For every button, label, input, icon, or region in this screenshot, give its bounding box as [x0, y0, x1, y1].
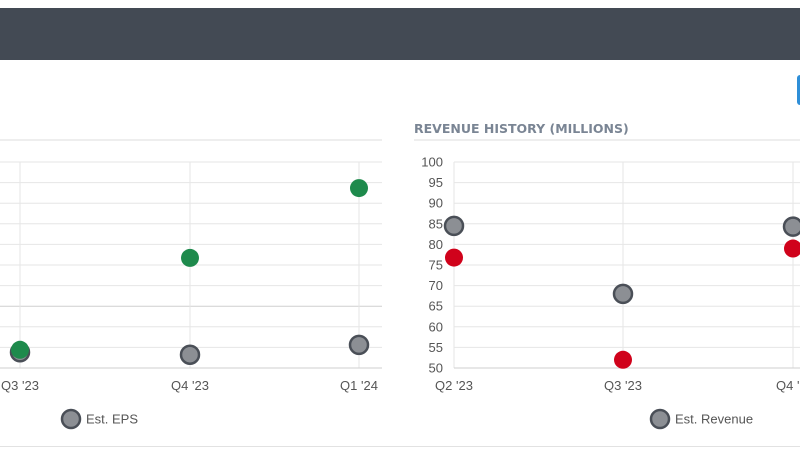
revenue-y-tick-label: 85 [429, 216, 443, 231]
revenue-legend[interactable]: Est. Revenue [649, 408, 753, 430]
revenue-x-ticks: Q2 '23 Q3 '23 Q4 ' [435, 378, 799, 393]
eps-point-actual[interactable] [11, 340, 29, 359]
header-bar [0, 8, 800, 60]
revenue-y-tick-label: 50 [429, 361, 443, 376]
revenue-point-estimate[interactable] [782, 216, 800, 237]
eps-point-actual[interactable] [350, 179, 368, 198]
revenue-chart-title: REVENUE HISTORY (MILLIONS) [414, 121, 629, 136]
revenue-y-tick-label: 65 [429, 299, 443, 314]
revenue-x-tick-label: Q3 '23 [604, 378, 642, 393]
eps-point-estimate[interactable] [179, 344, 201, 365]
revenue-point-estimate[interactable] [443, 215, 465, 237]
eps-legend-marker [60, 408, 82, 430]
revenue-x-tick-label: Q4 ' [776, 378, 799, 393]
revenue-point-actual[interactable] [784, 239, 800, 258]
top-band [0, 0, 800, 8]
revenue-point-estimate[interactable] [612, 283, 634, 305]
eps-x-tick-label: Q3 '23 [1, 378, 39, 393]
revenue-y-tick-label: 95 [429, 175, 443, 190]
eps-point-estimate[interactable] [348, 334, 370, 356]
revenue-y-tick-label: 75 [429, 258, 443, 273]
revenue-y-tick-label: 55 [429, 340, 443, 355]
eps-legend[interactable]: Est. EPS [60, 408, 138, 430]
edge-button[interactable] [797, 75, 800, 105]
revenue-y-ticks: 100 95 90 85 80 75 70 65 60 55 50 [421, 155, 443, 376]
bottom-divider [0, 446, 800, 447]
eps-legend-label: Est. EPS [86, 412, 138, 427]
eps-point-actual[interactable] [181, 248, 199, 267]
revenue-chart: REVENUE HISTORY (MILLIONS) 100 95 90 85 80 75… [414, 121, 800, 430]
revenue-y-tick-label: 70 [429, 278, 443, 293]
eps-x-ticks: Q3 '23 Q4 '23 Q1 '24 [1, 378, 378, 393]
revenue-legend-marker [649, 408, 671, 430]
eps-x-tick-label: Q4 '23 [171, 378, 209, 393]
revenue-y-tick-label: 90 [429, 196, 443, 211]
revenue-grid [453, 161, 800, 369]
revenue-point-actual[interactable] [614, 350, 632, 369]
revenue-points [443, 215, 800, 369]
revenue-y-tick-label: 60 [429, 319, 443, 334]
revenue-x-tick-label: Q2 '23 [435, 378, 473, 393]
revenue-y-tick-label: 100 [421, 155, 443, 170]
revenue-point-actual[interactable] [445, 248, 463, 267]
revenue-legend-label: Est. Revenue [675, 412, 753, 427]
eps-x-tick-label: Q1 '24 [340, 378, 378, 393]
eps-chart: Q3 '23 Q4 '23 Q1 '24 Est. EPS [0, 139, 382, 430]
eps-points [9, 179, 370, 365]
revenue-y-tick-label: 80 [429, 237, 443, 252]
